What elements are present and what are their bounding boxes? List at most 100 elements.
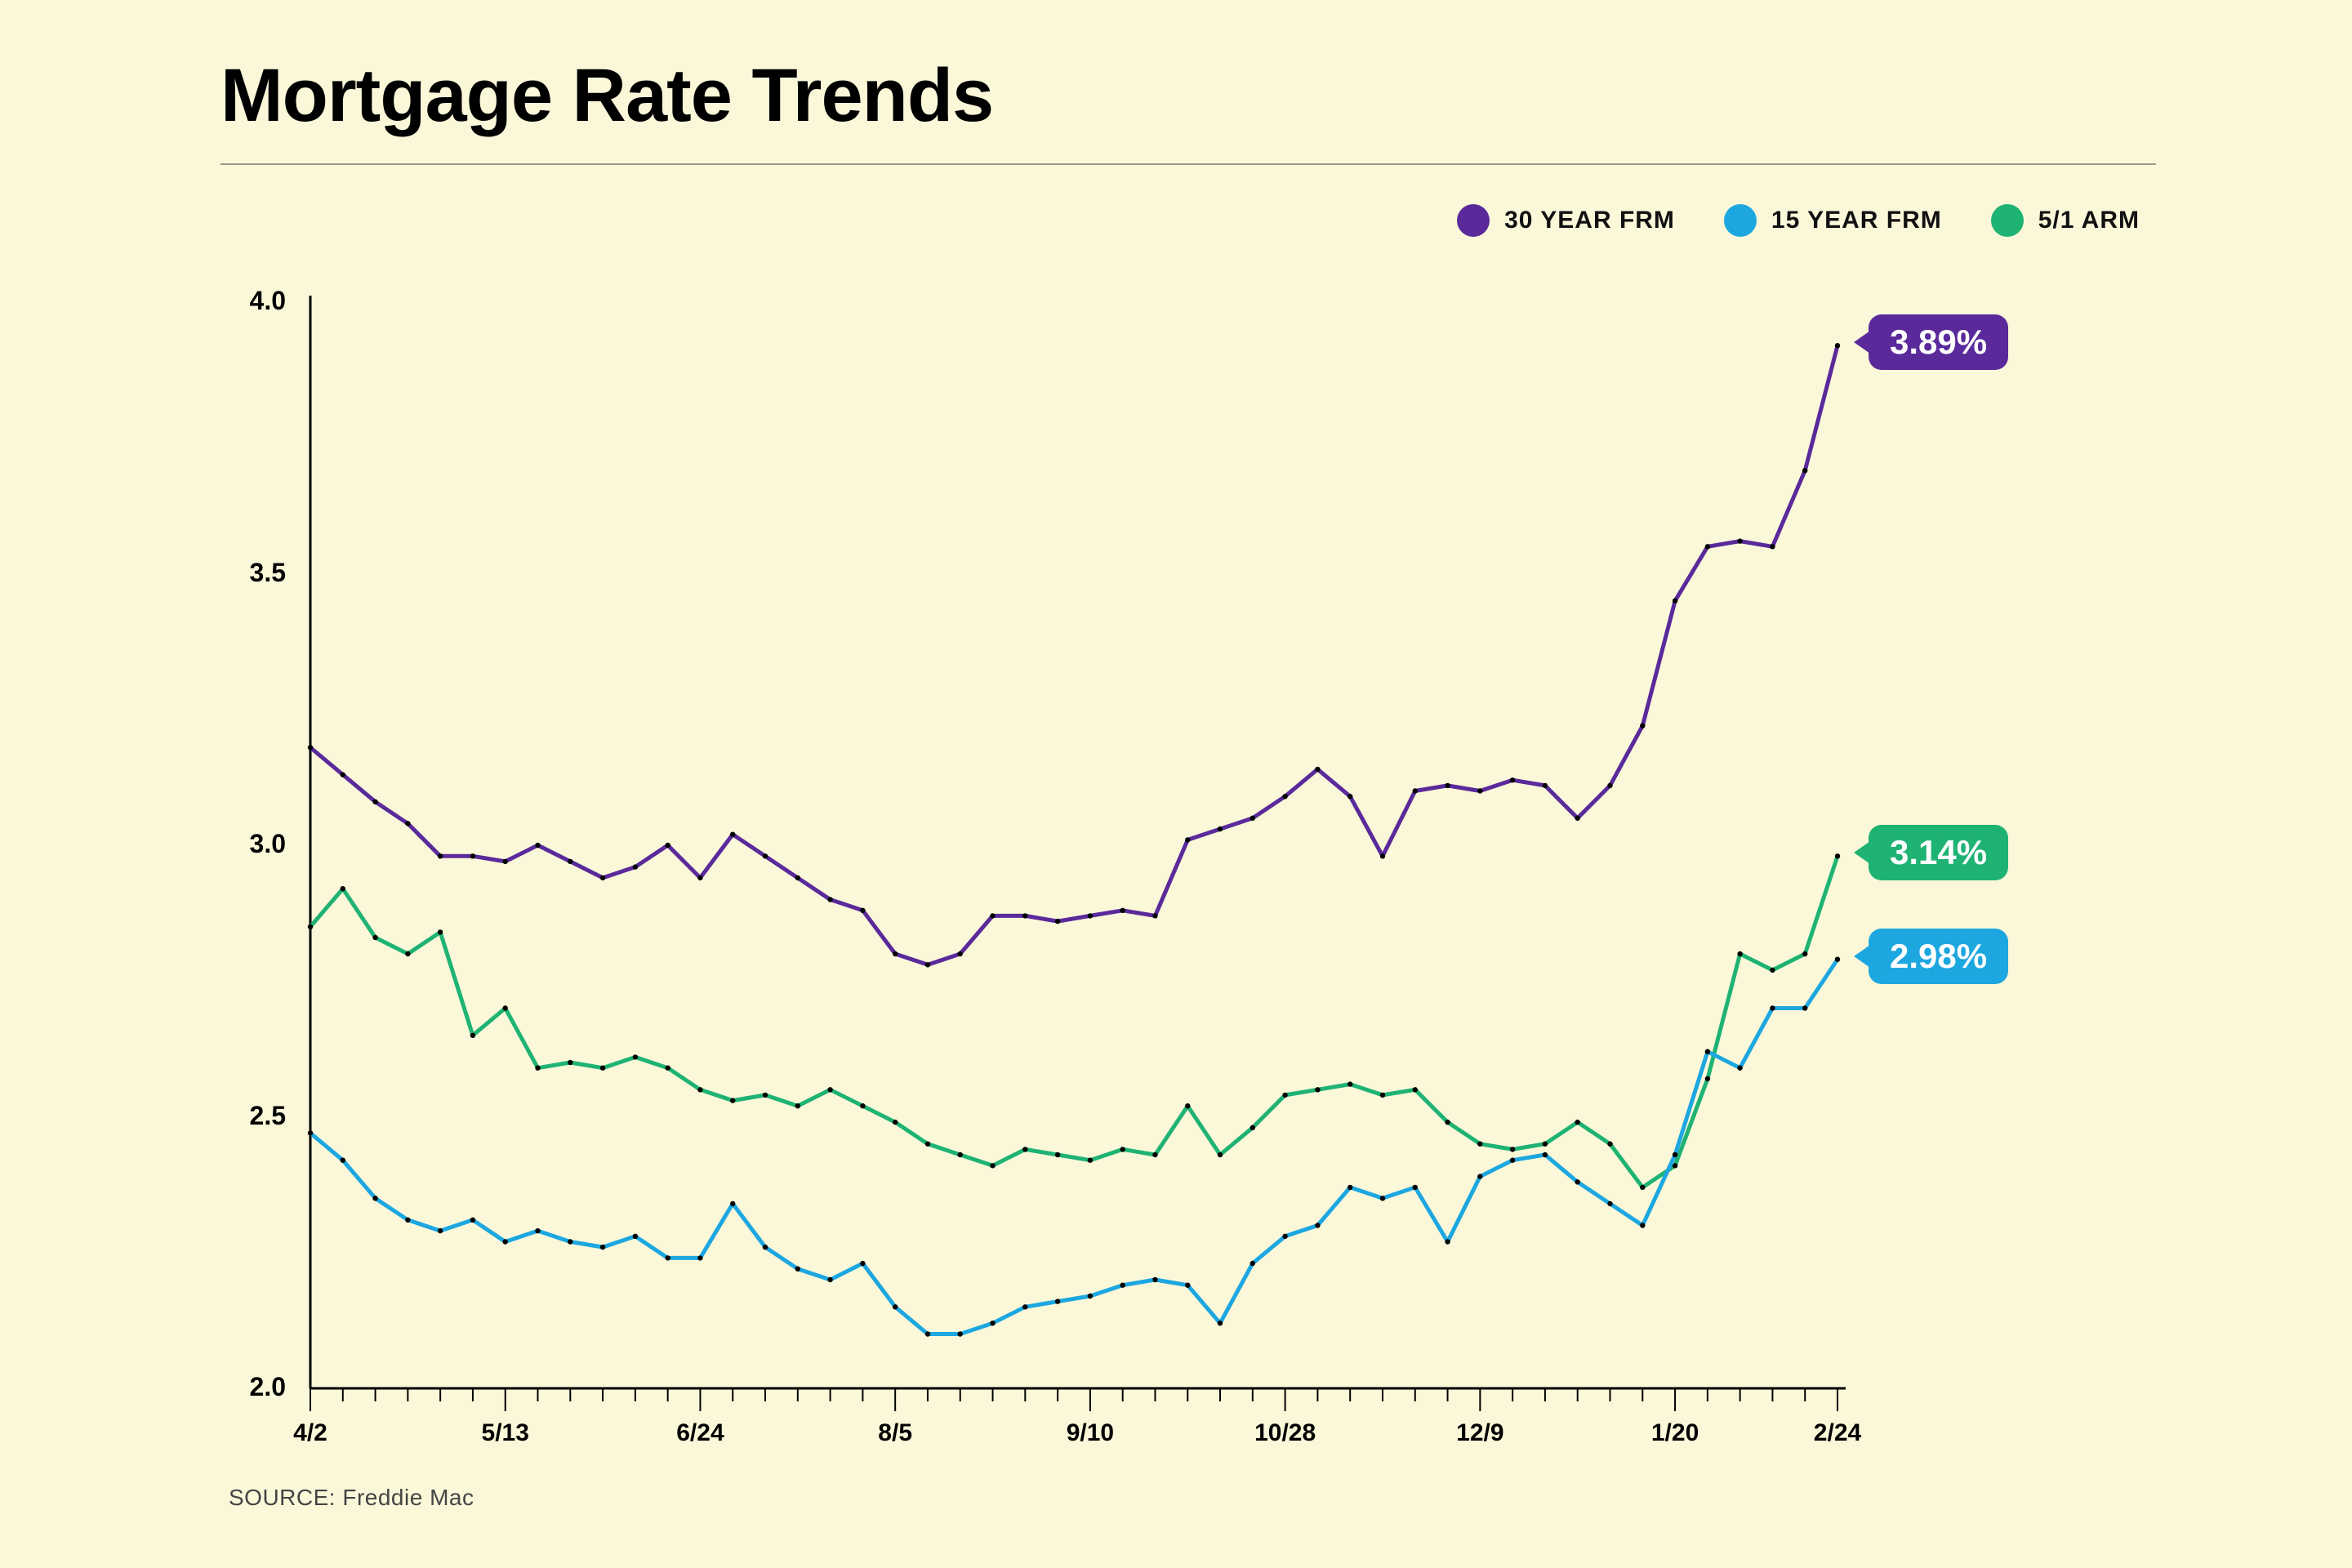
x-tick-label: 5/13 — [482, 1419, 529, 1447]
series-marker — [600, 875, 605, 880]
series-marker — [1737, 951, 1742, 956]
series-marker — [535, 1066, 540, 1071]
series-marker — [568, 859, 572, 864]
series-marker — [1120, 1147, 1125, 1152]
series-line-0 — [310, 345, 1838, 964]
series-marker — [1088, 1294, 1093, 1298]
series-marker — [535, 1228, 540, 1233]
series-marker — [795, 1103, 800, 1108]
y-tick-label: 2.5 — [220, 1101, 286, 1131]
series-marker — [990, 913, 995, 918]
x-tick-label: 2/24 — [1814, 1419, 1861, 1447]
series-marker — [1835, 957, 1840, 962]
series-marker — [1770, 544, 1775, 549]
series-marker — [1445, 1120, 1450, 1125]
series-marker — [1120, 1283, 1125, 1288]
series-marker — [503, 859, 508, 864]
series-marker — [1282, 1234, 1287, 1239]
series-marker — [1607, 783, 1612, 788]
series-marker — [1543, 1142, 1548, 1147]
series-marker — [1673, 599, 1677, 604]
series-marker — [308, 1130, 313, 1135]
series-marker — [1185, 837, 1190, 842]
series-marker — [372, 935, 377, 940]
series-marker — [1705, 544, 1710, 549]
series-marker — [568, 1060, 572, 1065]
series-marker — [600, 1245, 605, 1250]
series-marker — [405, 1218, 410, 1223]
series-marker — [308, 924, 313, 929]
series-marker — [372, 800, 377, 804]
series-marker — [1218, 1152, 1223, 1157]
series-marker — [1152, 1152, 1157, 1157]
series-marker — [1348, 1185, 1352, 1190]
series-marker — [438, 929, 443, 934]
series-marker — [697, 875, 702, 880]
series-marker — [860, 1261, 865, 1266]
series-marker — [1250, 1261, 1255, 1266]
series-marker — [1413, 1185, 1418, 1190]
series-marker — [1575, 1179, 1580, 1184]
series-marker — [1055, 1152, 1060, 1157]
series-marker — [1737, 1066, 1742, 1071]
lines-layer — [0, 0, 2352, 1568]
series-marker — [1380, 1196, 1385, 1200]
series-marker — [1802, 951, 1807, 956]
series-marker — [1250, 1125, 1255, 1130]
series-marker — [827, 1087, 832, 1092]
series-marker — [1315, 1087, 1320, 1092]
series-marker — [730, 832, 735, 837]
series-marker — [1152, 913, 1157, 918]
series-marker — [893, 1304, 898, 1309]
series-marker — [341, 886, 345, 891]
x-tick-label: 1/20 — [1651, 1419, 1699, 1447]
series-marker — [958, 1331, 963, 1336]
series-marker — [405, 951, 410, 956]
series-marker — [1510, 1147, 1515, 1152]
series-marker — [860, 908, 865, 913]
series-marker — [1413, 788, 1418, 793]
series-marker — [1673, 1152, 1677, 1157]
series-marker — [1835, 853, 1840, 858]
y-tick-label: 3.5 — [220, 558, 286, 588]
series-marker — [1477, 1142, 1482, 1147]
series-marker — [1348, 794, 1352, 799]
x-tick-label: 8/5 — [878, 1419, 912, 1447]
series-marker — [697, 1255, 702, 1260]
x-tick-label: 6/24 — [676, 1419, 724, 1447]
series-marker — [1282, 1093, 1287, 1098]
series-marker — [1477, 788, 1482, 793]
series-marker — [1802, 1005, 1807, 1010]
series-marker — [1022, 913, 1027, 918]
series-marker — [470, 853, 475, 858]
callout-text: 3.14% — [1890, 833, 1987, 872]
series-marker — [1477, 1174, 1482, 1178]
series-marker — [1218, 1321, 1223, 1325]
series-marker — [827, 897, 832, 902]
series-marker — [1185, 1283, 1190, 1288]
series-marker — [763, 1093, 768, 1098]
series-marker — [893, 951, 898, 956]
series-marker — [405, 821, 410, 826]
series-marker — [925, 1331, 930, 1336]
series-marker — [438, 853, 443, 858]
series-marker — [1055, 919, 1060, 924]
series-marker — [763, 1245, 768, 1250]
series-marker — [633, 1054, 638, 1059]
series-marker — [1022, 1304, 1027, 1309]
x-tick-label: 4/2 — [293, 1419, 327, 1447]
series-marker — [308, 745, 313, 750]
series-end-callout: 3.14% — [1869, 825, 2008, 880]
series-line-1 — [310, 856, 1838, 1187]
series-marker — [958, 1152, 963, 1157]
series-marker — [958, 951, 963, 956]
x-tick-label: 10/28 — [1254, 1419, 1316, 1447]
series-marker — [503, 1005, 508, 1010]
series-marker — [600, 1066, 605, 1071]
series-marker — [341, 772, 345, 777]
series-marker — [1380, 853, 1385, 858]
series-marker — [1607, 1201, 1612, 1206]
series-marker — [1607, 1142, 1612, 1147]
series-marker — [1413, 1087, 1418, 1092]
series-marker — [1737, 538, 1742, 543]
